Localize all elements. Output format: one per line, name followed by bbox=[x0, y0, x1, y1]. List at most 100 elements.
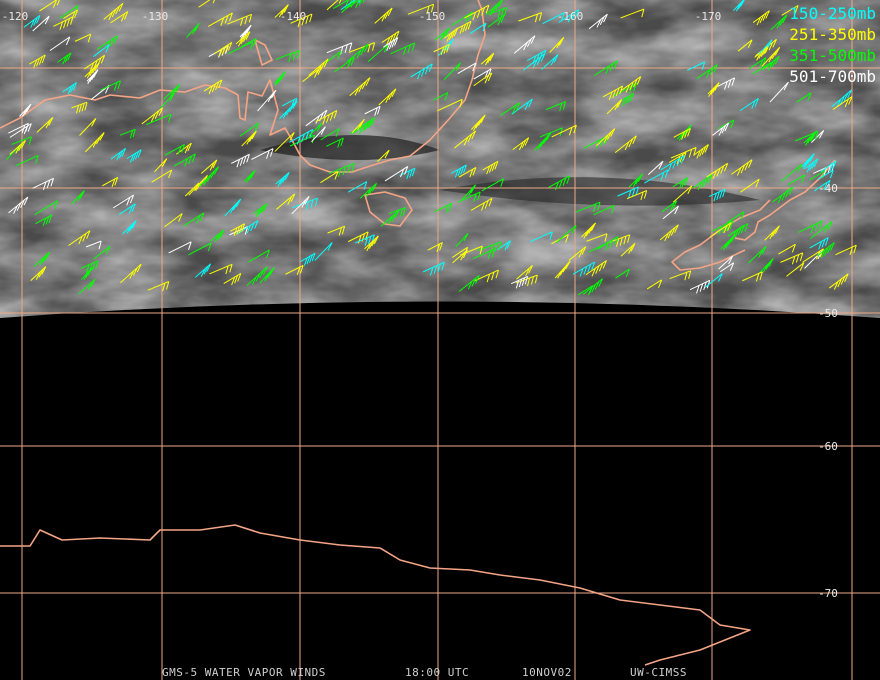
wind-barb bbox=[758, 39, 773, 55]
wind-barb bbox=[235, 31, 251, 47]
wind-barb bbox=[36, 117, 54, 133]
wind-barb bbox=[620, 242, 636, 257]
wind-barb bbox=[628, 173, 643, 188]
wind-barb bbox=[473, 72, 493, 87]
wind-barb bbox=[464, 4, 490, 21]
wind-barb bbox=[485, 0, 504, 16]
wind-barb bbox=[712, 122, 730, 136]
wind-barb bbox=[647, 160, 664, 175]
wind-barb bbox=[160, 92, 175, 109]
wind-barb bbox=[541, 54, 559, 70]
wind-barb bbox=[809, 237, 829, 250]
wind-barb bbox=[203, 79, 223, 95]
wind-barb bbox=[597, 236, 619, 250]
water-vapor-image bbox=[0, 0, 880, 318]
wind-barb bbox=[533, 132, 552, 151]
wind-barb bbox=[290, 13, 313, 28]
wind-barb bbox=[551, 124, 577, 138]
wind-barb bbox=[796, 92, 812, 103]
wind-barb bbox=[364, 235, 379, 252]
wind-barb bbox=[804, 158, 819, 173]
wind-barb bbox=[30, 266, 47, 281]
wind-barb bbox=[292, 197, 318, 210]
wind-barb bbox=[422, 261, 445, 276]
wind-barb bbox=[80, 267, 93, 281]
latitude-label: -40 bbox=[818, 182, 838, 195]
wind-barb bbox=[16, 154, 39, 166]
wind-barb bbox=[433, 202, 453, 213]
wind-barb bbox=[332, 0, 356, 9]
wind-barb bbox=[709, 222, 732, 238]
wind-barb bbox=[126, 149, 142, 163]
wind-barb bbox=[593, 205, 615, 216]
wind-barb bbox=[276, 193, 296, 210]
wind-barbs bbox=[6, 0, 857, 296]
wind-barb bbox=[308, 58, 329, 76]
wind-barb bbox=[80, 260, 99, 273]
wind-barb bbox=[198, 166, 220, 187]
wind-barb bbox=[315, 110, 338, 125]
wind-barb bbox=[646, 279, 663, 290]
wind-barb bbox=[811, 130, 825, 144]
wind-barb bbox=[530, 231, 553, 243]
wind-barb bbox=[359, 182, 378, 199]
wind-barb bbox=[810, 221, 833, 240]
wind-barb bbox=[164, 213, 183, 228]
wind-barb bbox=[454, 130, 477, 149]
wind-barb bbox=[34, 200, 59, 216]
wind-barb bbox=[410, 63, 433, 80]
wind-barb bbox=[320, 170, 339, 184]
wind-barb bbox=[458, 275, 480, 292]
wind-barb bbox=[230, 223, 246, 236]
wind-barb bbox=[692, 174, 713, 191]
wind-barb bbox=[376, 149, 390, 163]
wind-barb bbox=[79, 118, 97, 136]
latitude-label: -60 bbox=[818, 440, 838, 453]
wind-barb bbox=[462, 184, 477, 200]
wind-barb bbox=[253, 203, 268, 218]
wind-barb bbox=[62, 82, 78, 95]
wind-barb bbox=[433, 43, 450, 56]
wind-barb bbox=[345, 0, 365, 10]
wind-barb bbox=[798, 220, 823, 234]
wind-barb bbox=[275, 171, 290, 187]
wind-barb bbox=[620, 8, 645, 19]
wind-barb bbox=[458, 166, 477, 178]
wind-barb bbox=[618, 92, 634, 107]
wind-barb bbox=[720, 233, 736, 251]
wind-barb bbox=[457, 191, 481, 203]
wind-barb bbox=[581, 222, 597, 239]
wind-barb bbox=[314, 242, 333, 261]
wind-barb bbox=[718, 255, 734, 270]
wind-barb bbox=[706, 162, 729, 179]
wind-barb bbox=[586, 233, 608, 242]
wind-barb bbox=[614, 135, 637, 154]
wind-barb bbox=[39, 0, 60, 12]
wind-barb bbox=[526, 49, 547, 65]
wind-barb bbox=[23, 14, 41, 28]
wind-barb bbox=[480, 52, 495, 66]
wind-barb bbox=[814, 179, 831, 192]
wind-barb bbox=[347, 43, 369, 62]
wind-barb bbox=[752, 10, 770, 26]
wind-barb bbox=[434, 27, 450, 41]
legend-entry: 351-500mb bbox=[789, 46, 876, 65]
wind-barb bbox=[274, 131, 295, 152]
wind-barb bbox=[59, 5, 79, 19]
wind-barb bbox=[274, 71, 286, 87]
longitude-label: -160 bbox=[557, 10, 584, 23]
wind-barb bbox=[437, 98, 463, 112]
wind-barb bbox=[194, 263, 212, 278]
wind-barb bbox=[340, 0, 361, 11]
wind-barb bbox=[548, 175, 571, 191]
wind-barb bbox=[239, 122, 259, 137]
wind-barb bbox=[407, 3, 435, 15]
wind-barb bbox=[752, 61, 773, 75]
wind-barb bbox=[163, 84, 181, 100]
legend-entry: 150-250mb bbox=[789, 4, 876, 23]
wind-barb bbox=[32, 177, 54, 191]
wind-barb bbox=[764, 225, 780, 241]
wind-barb bbox=[455, 20, 472, 34]
wind-barb bbox=[828, 273, 849, 290]
